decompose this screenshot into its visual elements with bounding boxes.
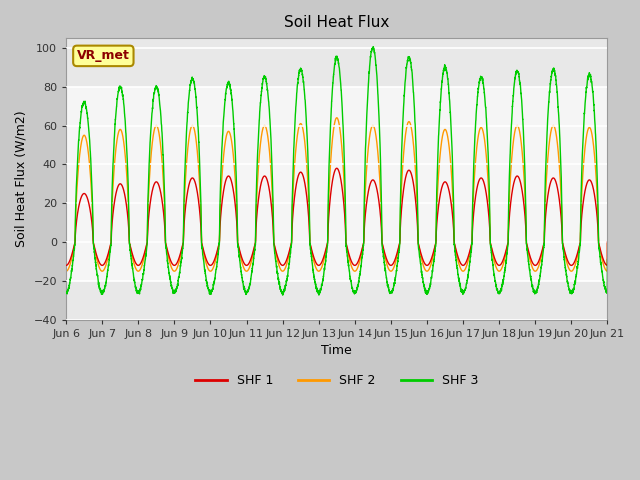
Bar xyxy=(66,87,607,281)
Legend: SHF 1, SHF 2, SHF 3: SHF 1, SHF 2, SHF 3 xyxy=(190,370,483,392)
X-axis label: Time: Time xyxy=(321,344,352,357)
Title: Soil Heat Flux: Soil Heat Flux xyxy=(284,15,390,30)
Text: VR_met: VR_met xyxy=(77,49,130,62)
Y-axis label: Soil Heat Flux (W/m2): Soil Heat Flux (W/m2) xyxy=(15,110,28,247)
